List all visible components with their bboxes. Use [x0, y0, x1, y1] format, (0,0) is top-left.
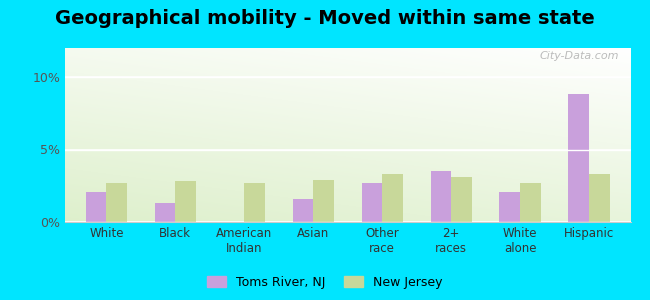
Bar: [176, 182, 196, 222]
Text: City-Data.com: City-Data.com: [540, 52, 619, 61]
Bar: [86, 191, 107, 222]
Bar: [382, 174, 403, 222]
Bar: [361, 183, 382, 222]
Bar: [313, 180, 334, 222]
Bar: [292, 199, 313, 222]
Text: Geographical mobility - Moved within same state: Geographical mobility - Moved within sam…: [55, 9, 595, 28]
Bar: [155, 203, 176, 222]
Bar: [520, 183, 541, 222]
Bar: [451, 177, 472, 222]
Bar: [499, 191, 520, 222]
Bar: [244, 183, 265, 222]
Bar: [589, 174, 610, 222]
Bar: [430, 171, 451, 222]
Bar: [107, 183, 127, 222]
Bar: [569, 94, 589, 222]
Legend: Toms River, NJ, New Jersey: Toms River, NJ, New Jersey: [202, 271, 448, 294]
